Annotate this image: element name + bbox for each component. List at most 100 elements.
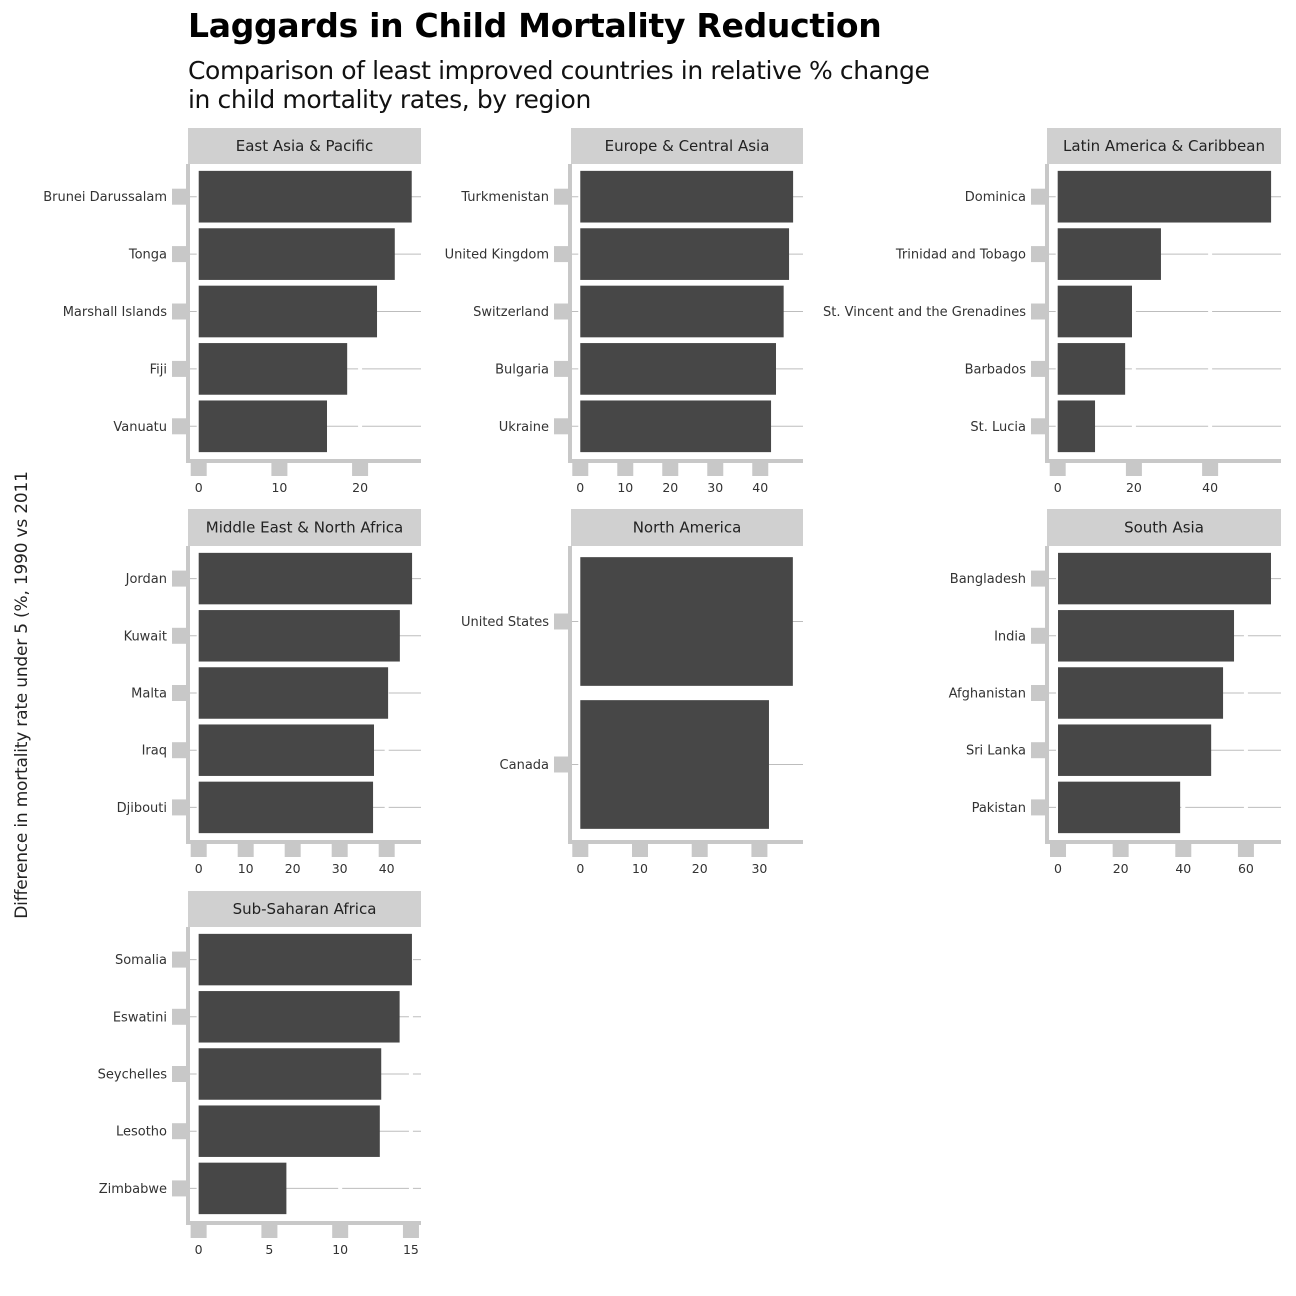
y-tick-switzerland (554, 303, 568, 320)
bar-jordan (198, 552, 413, 605)
x-tick-label-europe-and-central-asia: 10 (617, 480, 633, 495)
bar-st-vincent-and-the-grenadines (1057, 285, 1132, 338)
bar-ukraine (580, 400, 772, 453)
y-tick-marshall-islands (172, 303, 186, 320)
y-tick-bulgaria (554, 360, 568, 377)
bar-india (1058, 610, 1235, 662)
x-tick-south-asia (1175, 844, 1192, 857)
category-label-malta: Malta (131, 687, 167, 702)
y-axis-line-south-asia (1045, 546, 1049, 844)
category-label-switzerland: Switzerland (473, 305, 549, 320)
x-tick-label-sub-saharan-africa: 5 (265, 1242, 273, 1257)
category-label-trinidad-and-tobago: Trinidad and Tobago (895, 248, 1026, 263)
category-label-sri-lanka: Sri Lanka (966, 744, 1026, 759)
category-label-vanuatu: Vanuatu (113, 420, 167, 435)
x-axis-line-sub-saharan-africa (186, 1221, 421, 1225)
x-tick-label-middle-east-and-north-africa: 30 (332, 861, 348, 876)
bar-afghanistan (1058, 667, 1224, 719)
x-tick-north-america (632, 844, 649, 857)
y-tick-eswatini (172, 1008, 186, 1025)
x-tick-sub-saharan-africa (332, 1225, 349, 1238)
y-tick-st-vincent-and-the-grenadines (1031, 303, 1045, 320)
y-tick-ukraine (554, 418, 568, 435)
y-tick-india (1031, 627, 1045, 644)
bar-brunei-darussalam (198, 170, 412, 223)
bar-marshall-islands (198, 285, 378, 338)
x-tick-label-north-america: 30 (751, 861, 767, 876)
facet-strip-label-middle-east-and-north-africa: Middle East & North Africa (206, 519, 403, 537)
bar-switzerland (580, 285, 784, 338)
x-tick-east-asia-and-pacific (190, 463, 207, 476)
x-tick-label-south-asia: 60 (1238, 861, 1254, 876)
category-label-bangladesh: Bangladesh (950, 572, 1026, 587)
bar-united-states (580, 557, 793, 686)
x-tick-label-north-america: 10 (632, 861, 648, 876)
y-tick-bangladesh (1031, 570, 1045, 587)
x-tick-label-europe-and-central-asia: 20 (662, 480, 678, 495)
y-tick-barbados (1031, 360, 1045, 377)
y-tick-somalia (172, 951, 186, 968)
x-tick-sub-saharan-africa (261, 1225, 278, 1238)
bar-tonga (198, 228, 395, 280)
category-label-zimbabwe: Zimbabwe (99, 1182, 167, 1197)
x-tick-latin-america-and-caribbean (1049, 463, 1066, 476)
x-tick-label-sub-saharan-africa: 0 (195, 1242, 203, 1257)
x-tick-east-asia-and-pacific (352, 463, 369, 476)
category-label-djibouti: Djibouti (117, 801, 167, 816)
bar-barbados (1057, 343, 1126, 395)
x-tick-south-asia (1237, 844, 1254, 857)
y-tick-vanuatu (172, 418, 186, 435)
x-tick-label-east-asia-and-pacific: 0 (195, 480, 203, 495)
x-tick-europe-and-central-asia (707, 463, 724, 476)
x-tick-label-middle-east-and-north-africa: 0 (195, 861, 203, 876)
x-tick-europe-and-central-asia (662, 463, 679, 476)
category-label-afghanistan: Afghanistan (949, 687, 1026, 702)
category-label-barbados: Barbados (965, 362, 1027, 377)
x-tick-sub-saharan-africa (402, 1225, 419, 1238)
x-axis-line-middle-east-and-north-africa (186, 840, 421, 844)
category-label-jordan: Jordan (125, 572, 167, 587)
x-tick-east-asia-and-pacific (271, 463, 288, 476)
category-label-seychelles: Seychelles (98, 1068, 168, 1083)
x-tick-label-east-asia-and-pacific: 20 (352, 480, 368, 495)
y-tick-pakistan (1031, 799, 1045, 816)
y-tick-brunei-darussalam (172, 188, 186, 205)
bar-trinidad-and-tobago (1057, 228, 1161, 280)
y-tick-turkmenistan (554, 188, 568, 205)
y-tick-zimbabwe (172, 1180, 186, 1197)
x-tick-middle-east-and-north-africa (331, 844, 348, 857)
y-tick-seychelles (172, 1066, 186, 1082)
facet-strip-label-sub-saharan-africa: Sub-Saharan Africa (233, 900, 377, 918)
y-tick-canada (554, 756, 568, 773)
category-label-united-kingdom: United Kingdom (445, 248, 549, 263)
x-tick-label-middle-east-and-north-africa: 40 (379, 861, 395, 876)
bar-sri-lanka (1058, 724, 1212, 776)
x-tick-label-south-asia: 40 (1175, 861, 1191, 876)
y-axis-line-north-america (568, 546, 572, 844)
bar-lesotho (198, 1105, 380, 1157)
category-label-marshall-islands: Marshall Islands (63, 305, 168, 320)
category-label-somalia: Somalia (115, 953, 167, 968)
x-axis-line-latin-america-and-caribbean (1045, 459, 1281, 463)
chart-title: Laggards in Child Mortality Reduction (188, 6, 882, 45)
category-label-bulgaria: Bulgaria (495, 362, 549, 377)
x-axis-line-south-asia (1045, 840, 1281, 844)
x-tick-label-latin-america-and-caribbean: 20 (1126, 480, 1142, 495)
y-tick-afghanistan (1031, 685, 1045, 701)
category-label-fiji: Fiji (150, 362, 167, 377)
bar-somalia (198, 933, 412, 986)
facet-strip-middle-east-and-north-africa (188, 509, 421, 546)
x-tick-north-america (691, 844, 708, 857)
category-label-st-lucia: St. Lucia (970, 420, 1026, 435)
x-tick-middle-east-and-north-africa (190, 844, 207, 857)
y-tick-lesotho (172, 1123, 186, 1140)
bar-united-kingdom (580, 228, 790, 280)
category-label-brunei-darussalam: Brunei Darussalam (43, 190, 167, 205)
x-tick-sub-saharan-africa (190, 1225, 207, 1238)
x-tick-south-asia (1050, 844, 1067, 857)
facet-strip-label-south-asia: South Asia (1124, 519, 1204, 537)
y-axis-line-middle-east-and-north-africa (186, 546, 190, 844)
x-tick-label-north-america: 20 (692, 861, 708, 876)
category-label-kuwait: Kuwait (124, 629, 167, 644)
y-tick-malta (172, 685, 186, 701)
